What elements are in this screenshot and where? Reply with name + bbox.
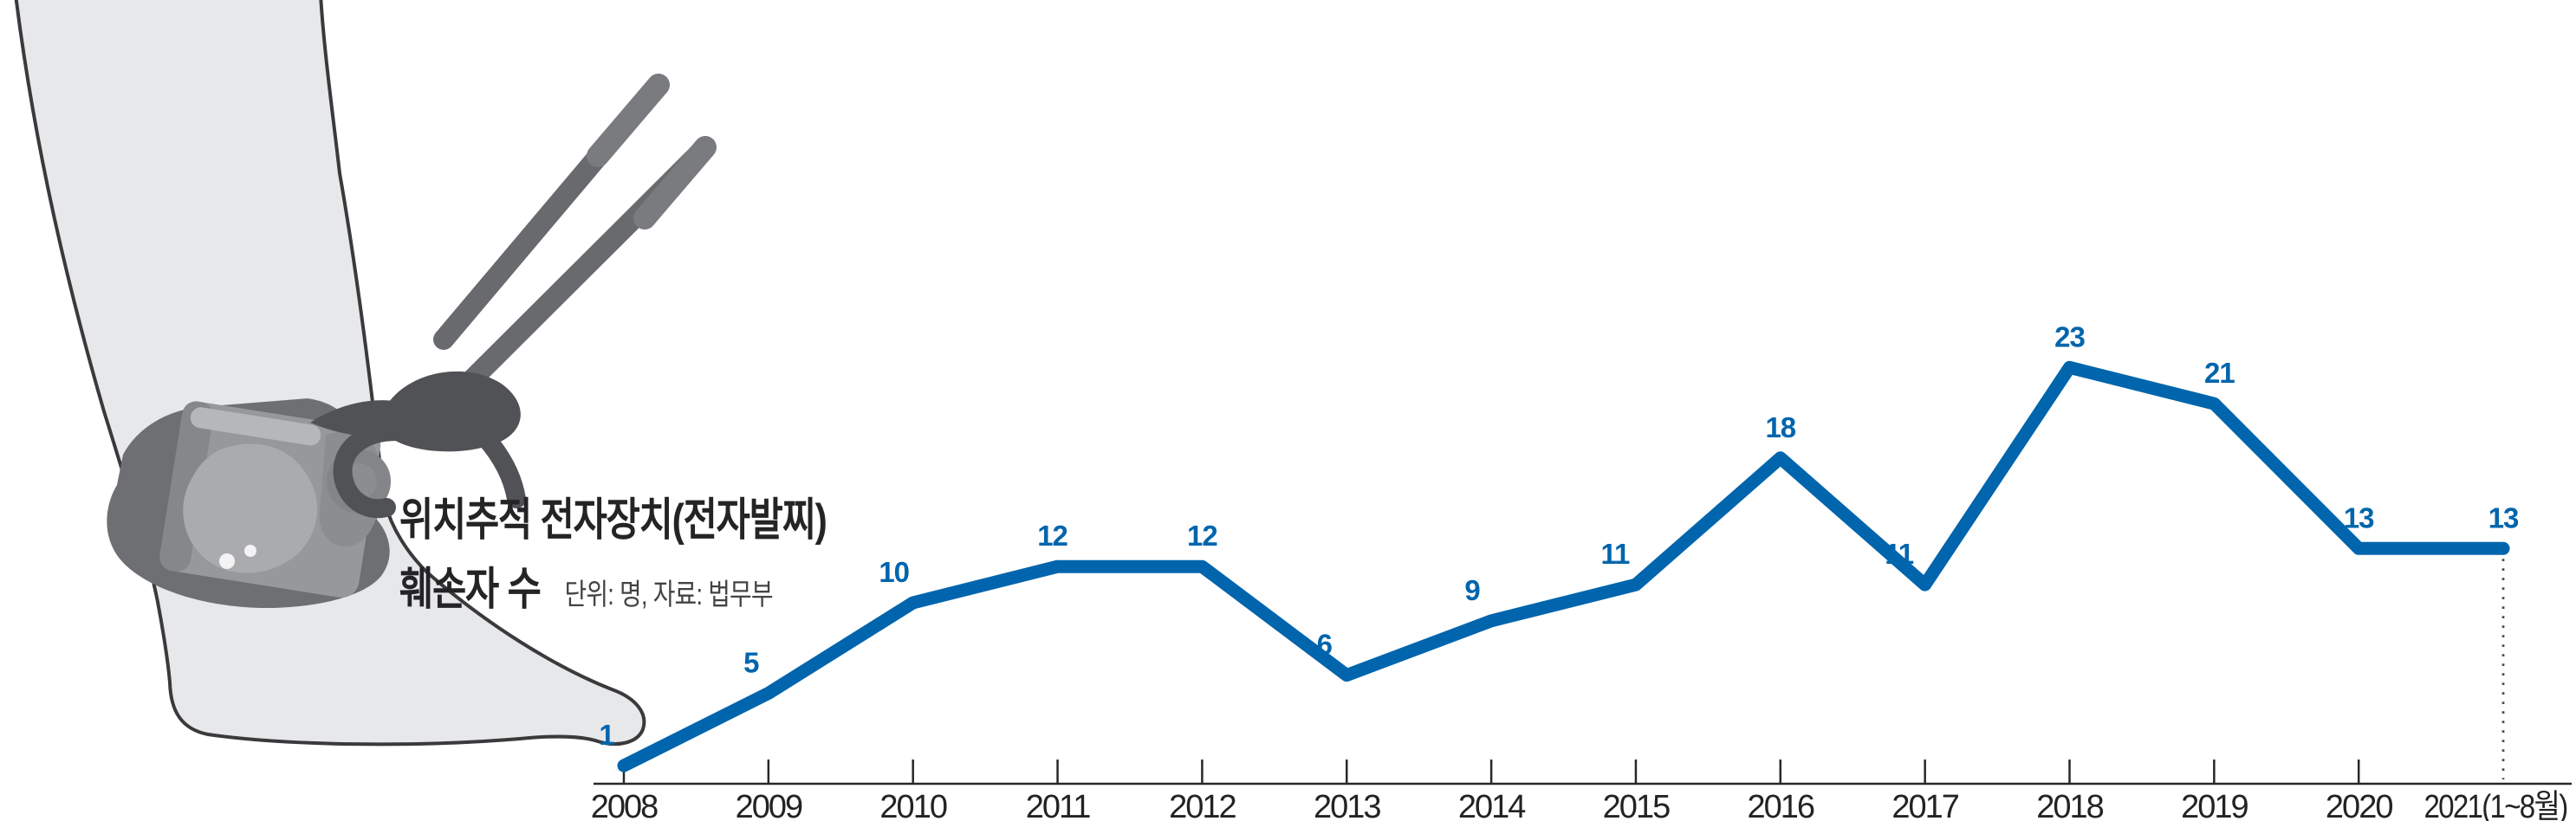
chart-title-line2: 훼손자 수: [399, 565, 542, 616]
cutter-jaw-hook-right: [476, 428, 526, 508]
anklet-device-texture: [183, 443, 318, 573]
x-axis-label: 2017: [1891, 789, 1958, 821]
value-label: 12: [1037, 520, 1067, 552]
value-label: 5: [743, 647, 759, 679]
value-label: 10: [879, 556, 909, 588]
value-label: 12: [1187, 520, 1217, 552]
value-label: 23: [2054, 320, 2085, 352]
value-label: 18: [1765, 411, 1795, 443]
cutter-handle-upper-grip: [587, 74, 670, 167]
x-axis-label: 2011: [1026, 789, 1091, 821]
x-axis-label: 2014: [1458, 789, 1526, 821]
value-label: 11: [1885, 538, 1914, 570]
x-axis-label: 2013: [1314, 789, 1380, 821]
cutter-jaw-hook-left: [333, 422, 406, 519]
x-axis-label: 2020: [2326, 789, 2392, 821]
value-label: 9: [1464, 574, 1480, 606]
ankle-monitor-cutting-illustration: [14, 0, 717, 747]
x-axis-label: 2021(1~8월): [2424, 789, 2567, 821]
value-label: 6: [1317, 629, 1333, 661]
cutter-handle-lower-grip: [633, 136, 717, 229]
value-label: 1: [599, 719, 614, 751]
x-axis-label: 2012: [1169, 789, 1236, 821]
value-label: 13: [2344, 501, 2374, 533]
value-label: 21: [2204, 357, 2235, 389]
x-axis-label: 2018: [2036, 789, 2103, 821]
chart-title-line1: 위치추적 전자장치(전자발찌): [399, 495, 827, 546]
bolt-cutter: [310, 74, 717, 519]
x-axis-label: 2009: [736, 789, 802, 821]
x-axis-label: 2010: [879, 789, 946, 821]
chart-title-block: 위치추적 전자장치(전자발찌) 훼손자 수 단위: 명, 자료: 법무부: [399, 495, 827, 615]
x-axis-label: 2015: [1603, 789, 1670, 821]
x-axis-label: 2008: [591, 789, 658, 821]
x-axis-label: 2019: [2181, 789, 2248, 821]
chart-unit-source: 단위: 명, 자료: 법무부: [564, 579, 773, 612]
value-label: 11: [1601, 538, 1631, 570]
x-axis-label: 2016: [1748, 789, 1814, 821]
anklet-led-dot: [244, 545, 256, 557]
value-label: 13: [2488, 501, 2519, 533]
data-line: [617, 360, 2510, 773]
anklet-led-dot: [219, 553, 235, 569]
